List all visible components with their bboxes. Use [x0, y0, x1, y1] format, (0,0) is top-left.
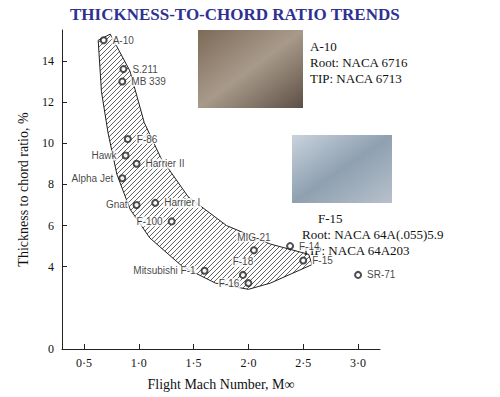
svg-text:8: 8: [48, 177, 54, 191]
svg-text:F-86: F-86: [137, 134, 158, 145]
svg-text:F-18: F-18: [233, 256, 254, 267]
svg-text:0·5: 0·5: [76, 356, 92, 370]
svg-text:F-15: F-15: [312, 255, 333, 266]
svg-text:10: 10: [42, 136, 54, 150]
svg-text:14: 14: [42, 54, 54, 68]
svg-text:Harrier I: Harrier I: [164, 197, 200, 208]
svg-text:Mitsubishi F-1: Mitsubishi F-1: [133, 265, 196, 276]
svg-text:6: 6: [48, 219, 54, 233]
svg-text:Flight Mach Number, M∞: Flight Mach Number, M∞: [147, 377, 294, 392]
svg-text:Thickness to chord ratio, %: Thickness to chord ratio, %: [16, 112, 31, 267]
svg-text:0: 0: [48, 342, 54, 356]
svg-text:S.211: S.211: [132, 64, 158, 75]
svg-text:F-16: F-16: [219, 278, 240, 289]
svg-text:TIP: NACA 64A203: TIP: NACA 64A203: [302, 243, 410, 258]
svg-text:Hawk: Hawk: [92, 150, 118, 161]
svg-text:1·5: 1·5: [186, 356, 202, 370]
svg-text:12: 12: [42, 95, 54, 109]
svg-text:THICKNESS-TO-CHORD RATIO TREND: THICKNESS-TO-CHORD RATIO TRENDS: [70, 5, 400, 24]
svg-text:1·0: 1·0: [131, 356, 147, 370]
svg-text:2·5: 2·5: [295, 356, 311, 370]
svg-text:Gnat: Gnat: [106, 199, 128, 210]
svg-text:F-14: F-14: [299, 241, 320, 252]
svg-text:F-15: F-15: [318, 211, 343, 226]
svg-text:3·0: 3·0: [350, 356, 366, 370]
svg-text:Alpha Jet: Alpha Jet: [72, 173, 114, 184]
svg-text:2·0: 2·0: [240, 356, 256, 370]
svg-text:MB 339: MB 339: [131, 76, 166, 87]
svg-text:A-10: A-10: [310, 39, 337, 54]
svg-text:Root: NACA 6716: Root: NACA 6716: [310, 55, 408, 70]
svg-text:Root: NACA 64A(.055)5.9: Root: NACA 64A(.055)5.9: [302, 227, 444, 242]
svg-text:SR-71: SR-71: [367, 269, 396, 280]
svg-text:TIP: NACA 6713: TIP: NACA 6713: [310, 71, 402, 86]
svg-text:4: 4: [48, 260, 54, 274]
svg-text:F-100: F-100: [137, 216, 164, 227]
svg-text:A-10: A-10: [113, 35, 135, 46]
svg-text:MIG-21: MIG-21: [237, 232, 271, 243]
svg-text:Harrier II: Harrier II: [146, 158, 185, 169]
